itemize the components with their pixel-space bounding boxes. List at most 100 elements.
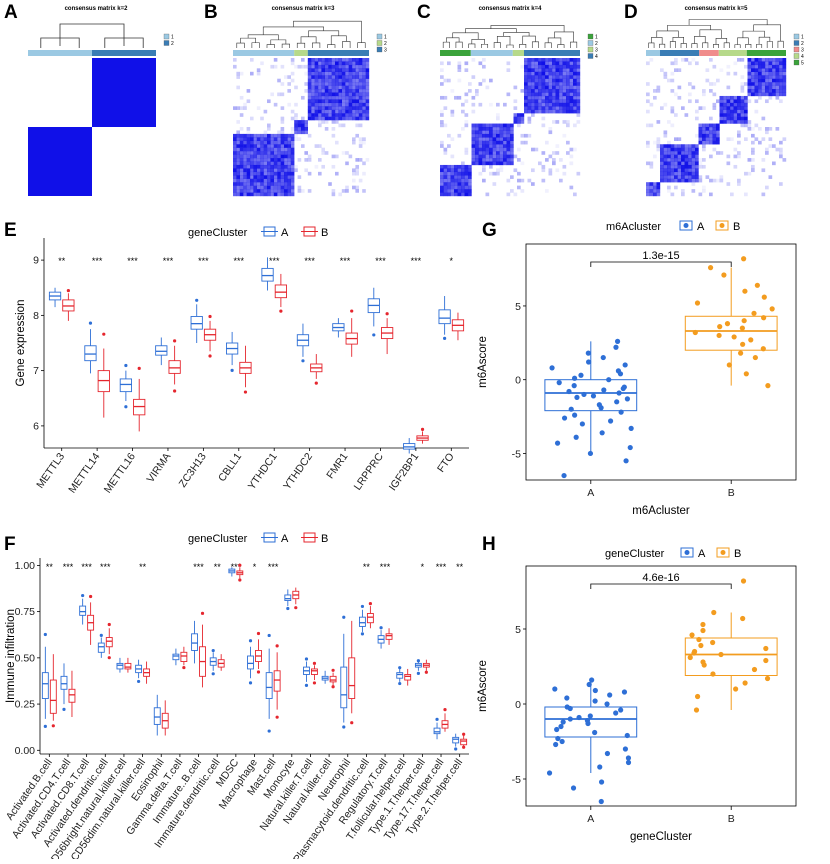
heatmap-cell: [277, 154, 281, 159]
heatmap-cell: [485, 154, 490, 159]
heatmap-cell: [573, 82, 577, 86]
heatmap-cell: [28, 58, 92, 127]
heatmap-cell: [674, 164, 678, 169]
heatmap-cell: [468, 175, 472, 179]
heatmap-cell: [548, 68, 553, 72]
heatmap-cell: [345, 82, 349, 86]
heatmap-cell: [348, 68, 353, 72]
heatmap-cell: [492, 123, 497, 128]
heatmap-cell: [321, 64, 325, 69]
heatmap-cell: [284, 178, 288, 183]
heatmap-cell: [531, 99, 535, 104]
legend-title: m6Acluster: [606, 221, 661, 233]
heatmap-cell: [538, 75, 542, 79]
heatmap-cell: [730, 102, 734, 107]
data-point: [581, 391, 587, 398]
heatmap-cell: [331, 106, 336, 110]
heatmap-cell: [758, 78, 762, 83]
dendrogram-branch: [688, 19, 768, 26]
heatmap-cell: [740, 82, 745, 86]
heatmap-cell: [284, 192, 288, 197]
heatmap-cell: [695, 168, 699, 173]
heatmap-cell: [290, 137, 295, 141]
heatmap-cell: [782, 137, 787, 141]
heatmap-cell: [548, 82, 553, 86]
heatmap-cell: [284, 133, 288, 138]
heatmap-cell: [503, 130, 507, 135]
outlier-point: [420, 427, 425, 431]
heatmap-cell: [492, 133, 497, 138]
heatmap-cell: [674, 61, 678, 66]
heatmap-cell: [709, 137, 713, 141]
dendrogram-branch: [293, 20, 362, 43]
heatmap-cell: [318, 171, 322, 176]
heatmap-cell: [253, 161, 257, 166]
heatmap-cell: [358, 92, 363, 97]
panel-letter-B: B: [204, 2, 218, 23]
data-point: [724, 321, 731, 327]
heatmap-cell: [338, 116, 342, 121]
heatmap-cell: [263, 147, 268, 152]
dendrogram-A: [40, 23, 144, 48]
heatmap-cell: [270, 161, 274, 166]
heatmap-cell: [719, 113, 724, 117]
heatmap-cell: [461, 127, 465, 131]
heatmap-cell: [450, 154, 455, 159]
heatmap-cell: [358, 58, 363, 62]
heatmap-cell: [737, 140, 741, 145]
heatmap-cell: [314, 102, 319, 107]
heatmap-cell: [355, 116, 359, 121]
heatmap-cell: [520, 120, 525, 124]
heatmap-cell: [301, 95, 305, 100]
heatmap-cell: [527, 99, 532, 104]
heatmap-cell: [527, 85, 532, 90]
significance-label: ***: [411, 256, 422, 266]
heatmap-cell: [277, 189, 281, 193]
legend-key-dot: [684, 550, 690, 555]
heatmap-cell: [284, 140, 288, 145]
heatmap-cell: [307, 102, 312, 107]
heatmap-cell: [740, 120, 745, 124]
heatmap-cell: [243, 161, 247, 166]
heatmap-cell: [290, 185, 295, 190]
heatmap-cell: [660, 158, 664, 162]
heatmap-cell: [552, 64, 556, 69]
heatmap-cell: [290, 144, 295, 148]
heatmap-cell: [552, 78, 556, 83]
heatmap-cell: [517, 185, 521, 190]
heatmap-cell: [328, 92, 332, 97]
heatmap-cell: [744, 137, 748, 141]
heatmap-cell: [485, 147, 490, 152]
heatmap-cell: [321, 95, 325, 100]
heatmap-cell: [464, 189, 469, 193]
heatmap-cell: [566, 95, 570, 100]
data-point: [607, 418, 614, 424]
heatmap-cell: [355, 189, 359, 193]
heatmap-cell: [545, 68, 549, 72]
heatmap-cell: [447, 144, 451, 148]
heatmap-cell: [485, 151, 490, 155]
heatmap-cell: [747, 61, 752, 66]
data-point: [566, 388, 572, 395]
dendrogram-branch: [251, 42, 260, 48]
heatmap-cell: [538, 99, 542, 104]
heatmap-cell: [250, 151, 254, 155]
box-A: [226, 331, 239, 372]
outlier-point: [331, 685, 335, 689]
heatmap-cell: [355, 102, 359, 107]
heatmap-cell: [239, 144, 244, 148]
heatmap-cell: [468, 89, 472, 93]
heatmap-cell: [744, 99, 748, 104]
box-B: [381, 312, 394, 355]
heatmap-cell: [475, 140, 479, 145]
data-point: [733, 686, 739, 692]
heatmap-cell: [758, 82, 762, 86]
heatmap-cell: [324, 78, 329, 83]
heatmap-cell: [447, 133, 451, 138]
heatmap-cell: [450, 113, 455, 117]
heatmap-cell: [233, 154, 237, 159]
heatmap-cell: [712, 102, 717, 107]
heatmap-cell: [534, 68, 539, 72]
heatmap-cell: [345, 189, 349, 193]
heatmap-cell: [524, 99, 528, 104]
